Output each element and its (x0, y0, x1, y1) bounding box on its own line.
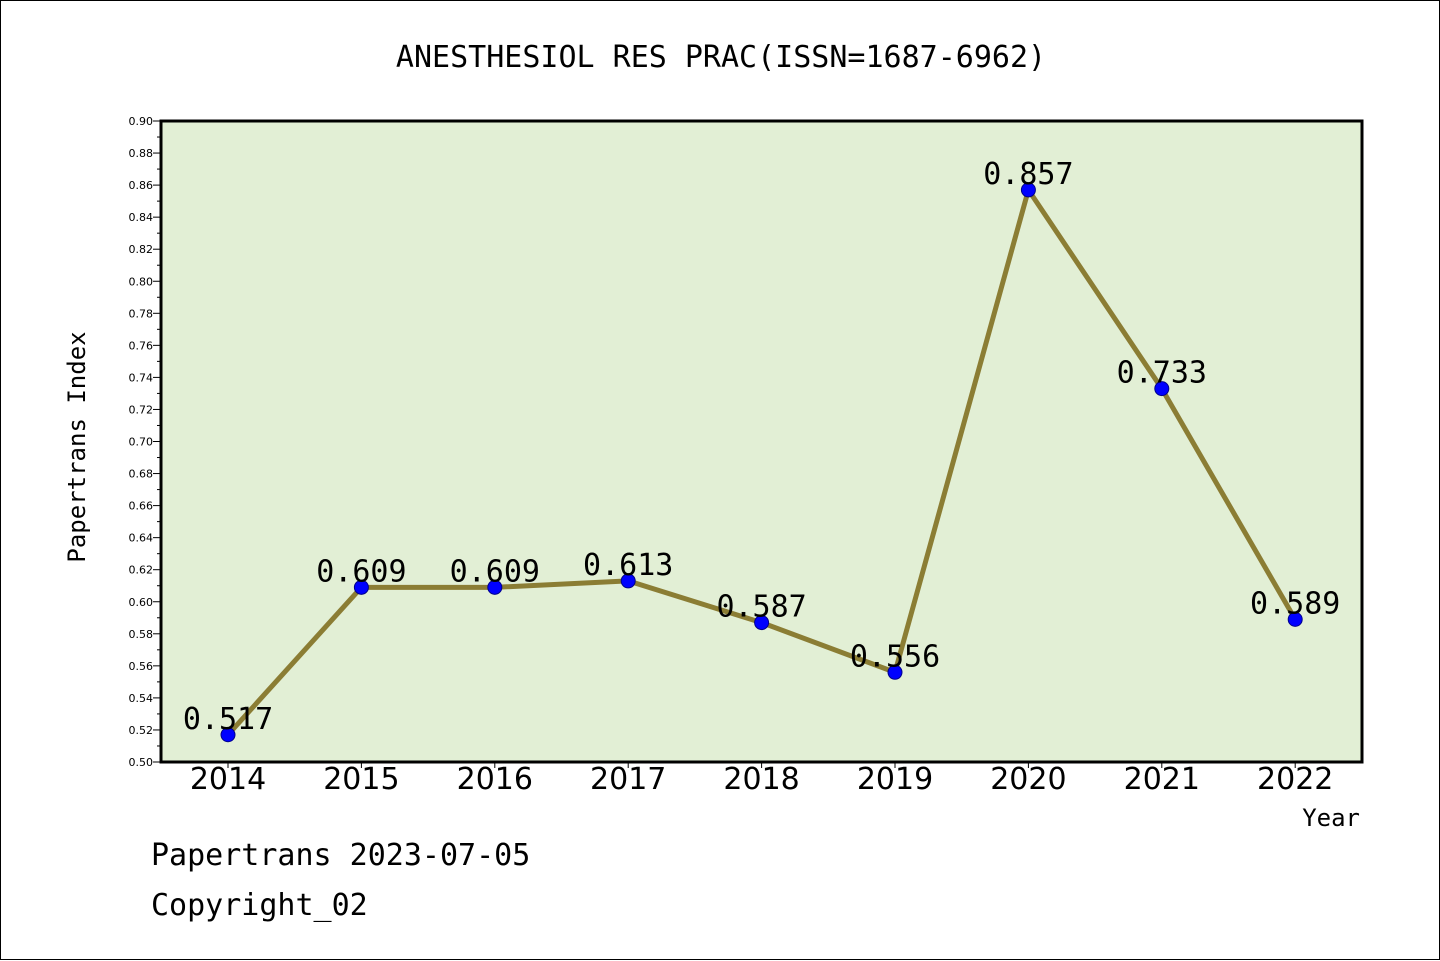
y-tick-label: 0.60 (129, 596, 154, 609)
y-tick-label: 0.74 (129, 371, 154, 384)
y-tick-label: 0.90 (129, 115, 154, 128)
data-label: 0.589 (1250, 586, 1340, 621)
y-tick-label: 0.86 (129, 179, 154, 192)
x-tick-label: 2019 (857, 762, 933, 797)
y-tick-label: 0.62 (129, 564, 154, 577)
data-point (1154, 381, 1170, 397)
series: 0.517 0.609 0.609 0.613 0.587 0.556 0.857 0.733… (183, 157, 1340, 743)
data-point (1020, 182, 1036, 198)
data-point (1287, 611, 1303, 627)
data-point (887, 664, 903, 680)
y-tick-label: 0.50 (129, 756, 154, 769)
x-tick-label: 2021 (1124, 762, 1200, 797)
y-tick-label: 0.66 (129, 500, 154, 513)
y-tick-label: 0.88 (129, 147, 154, 160)
x-tick-label: 2015 (323, 762, 399, 797)
y-tick-label: 0.70 (129, 436, 154, 449)
y-tick-label: 0.54 (129, 692, 154, 705)
data-label: 0.587 (716, 590, 806, 625)
data-point (220, 727, 236, 743)
data-label: 0.517 (183, 702, 273, 737)
data-label: 0.609 (316, 554, 406, 589)
y-tick-label: 0.84 (129, 211, 154, 224)
x-tick-label: 2022 (1257, 762, 1333, 797)
data-point (487, 579, 503, 595)
y-tick-label: 0.72 (129, 403, 154, 416)
footer-date: Papertrans 2023-07-05 (151, 838, 530, 873)
x-tick-label: 2016 (457, 762, 533, 797)
y-tick-label: 0.52 (129, 724, 154, 737)
x-axis: 2014 2015 2016 2017 2018 2019 2020 2021 2022 (190, 762, 1333, 797)
plot-area (161, 121, 1362, 762)
y-tick-label: 0.56 (129, 660, 154, 673)
y-tick-label: 0.80 (129, 275, 154, 288)
x-tick-label: 2020 (990, 762, 1066, 797)
y-tick-label: 0.82 (129, 243, 154, 256)
data-label: 0.613 (583, 548, 673, 583)
x-axis-label: Year (1302, 804, 1360, 832)
x-tick-label: 2018 (723, 762, 799, 797)
data-label: 0.556 (850, 639, 940, 674)
y-axis-label: Papertrans Index (63, 331, 91, 562)
y-axis: 0.50 0.52 0.54 0.56 0.58 0.60 0.62 0.64 0.66 0.68… (129, 115, 161, 769)
y-tick-label: 0.78 (129, 307, 154, 320)
data-point (620, 573, 636, 589)
y-tick-label: 0.68 (129, 468, 154, 481)
x-tick-label: 2017 (590, 762, 666, 797)
data-label: 0.733 (1117, 356, 1207, 391)
plot-border (159, 119, 1364, 764)
data-label: 0.857 (983, 157, 1073, 192)
y-tick-label: 0.76 (129, 339, 154, 352)
chart-title: ANESTHESIOL RES PRAC(ISSN=1687-6962) (396, 40, 1046, 75)
data-point (754, 615, 770, 631)
footer-copyright: Copyright_02 (151, 888, 368, 923)
y-tick-label: 0.64 (129, 532, 154, 545)
data-point (353, 579, 369, 595)
y-tick-label: 0.58 (129, 628, 154, 641)
data-label: 0.609 (450, 554, 540, 589)
x-tick-label: 2014 (190, 762, 266, 797)
